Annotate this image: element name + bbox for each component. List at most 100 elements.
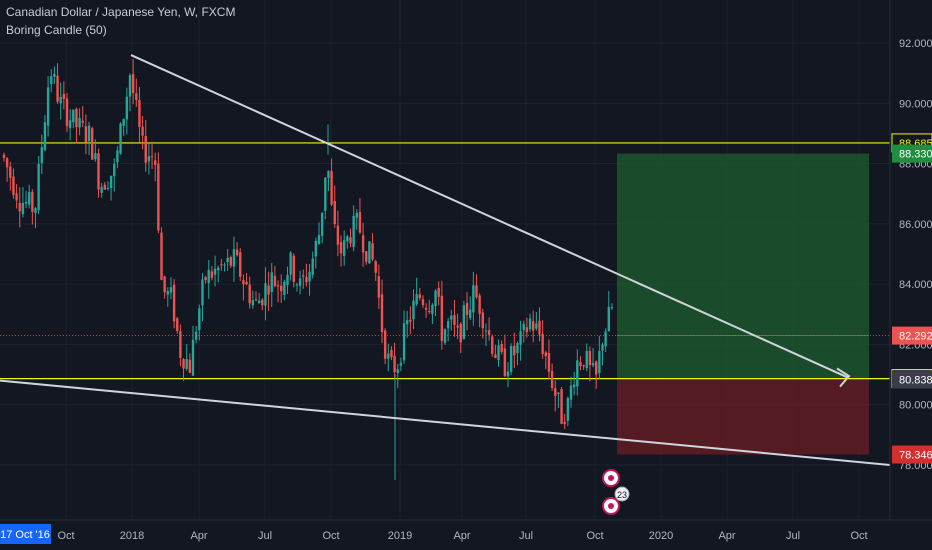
candle-body xyxy=(390,349,393,358)
time-tick-label: 2018 xyxy=(120,530,144,542)
time-tick-label: Apr xyxy=(718,530,735,542)
candle-body xyxy=(37,163,40,211)
candle-body xyxy=(75,108,78,128)
candle-body xyxy=(87,125,91,142)
candle-body xyxy=(113,163,116,177)
candle-body xyxy=(182,359,185,369)
candle-body xyxy=(475,285,478,298)
candle-body xyxy=(601,344,604,351)
lower-trendline xyxy=(0,379,891,466)
candle-body xyxy=(500,344,503,352)
candle-body xyxy=(487,330,491,335)
candle-body xyxy=(541,333,544,354)
candle-body xyxy=(43,122,47,150)
candle-body xyxy=(65,98,69,127)
candle-body xyxy=(242,280,245,285)
time-tick-label: Jul xyxy=(786,530,800,542)
candle-body xyxy=(406,320,409,325)
candle-body xyxy=(371,243,374,260)
candle-body xyxy=(314,240,318,257)
candle-body xyxy=(377,276,381,298)
price-label-box xyxy=(892,326,932,345)
candle-body xyxy=(138,100,141,127)
candle-body xyxy=(53,73,56,77)
candle-body xyxy=(336,225,340,245)
candle-body xyxy=(311,258,314,275)
candle-body xyxy=(566,398,570,421)
chart-legend: Canadian Dollar / Japanese Yen, W, FXCM … xyxy=(6,3,235,39)
candle-body xyxy=(604,331,607,347)
candle-body xyxy=(497,345,500,361)
candle-body xyxy=(595,361,598,375)
candle-body xyxy=(513,345,516,356)
symbol-title: Canadian Dollar / Japanese Yen, W, FXCM xyxy=(6,5,236,19)
candle-body xyxy=(569,385,573,400)
time-tick-label: Oct xyxy=(322,530,339,542)
upper-trendline xyxy=(130,54,849,379)
candle-body xyxy=(91,128,94,160)
candle-body xyxy=(383,330,387,359)
price-label-box xyxy=(892,144,932,163)
candle-body xyxy=(84,126,88,143)
candle-body xyxy=(352,215,355,248)
candle-body xyxy=(116,150,119,163)
candle-body xyxy=(9,166,12,178)
price-label-text: 88.330 xyxy=(899,149,932,161)
candles xyxy=(2,59,614,481)
candle-body xyxy=(131,74,135,93)
candle-body xyxy=(50,76,53,85)
candle-body xyxy=(572,384,576,388)
candle-body xyxy=(226,257,229,263)
candle-body xyxy=(100,186,103,193)
candle-body xyxy=(399,362,403,366)
candle-body xyxy=(141,126,144,136)
candle-body xyxy=(94,153,97,160)
event-markers[interactable]: 23 xyxy=(602,469,630,515)
candle-body xyxy=(150,156,154,158)
time-tick-label: Oct xyxy=(850,530,867,542)
price-tick-label: 80.000 xyxy=(899,400,932,412)
candle-body xyxy=(254,299,258,301)
candle-body xyxy=(393,355,396,373)
loss-zone xyxy=(617,378,869,455)
candle-body xyxy=(333,201,336,225)
candle-body xyxy=(24,202,28,204)
candle-body xyxy=(343,240,346,256)
time-tick-label: 2019 xyxy=(388,530,412,542)
candle-body xyxy=(481,312,484,329)
candle-body xyxy=(506,371,510,377)
candle-body xyxy=(462,305,466,339)
candle-body xyxy=(78,117,81,128)
time-tick-label: Jul xyxy=(258,530,272,542)
candle-body xyxy=(34,208,37,213)
candle-body xyxy=(302,275,305,277)
candle-body xyxy=(469,309,472,318)
candle-body xyxy=(198,308,201,331)
candle-body xyxy=(157,163,160,231)
candle-body xyxy=(128,75,132,97)
candle-body xyxy=(450,315,453,320)
candle-body xyxy=(154,160,157,165)
candle-body xyxy=(235,249,239,256)
candle-body xyxy=(330,171,333,205)
candle-body xyxy=(320,212,324,236)
candle-body xyxy=(516,343,519,354)
candle-body xyxy=(204,277,207,281)
trendlines[interactable] xyxy=(0,54,891,466)
candle-body xyxy=(267,285,270,295)
candle-body xyxy=(494,354,497,359)
candle-body xyxy=(525,327,529,332)
candle-body xyxy=(257,300,261,304)
candle-body xyxy=(229,257,232,266)
candle-body xyxy=(220,264,223,266)
candle-body xyxy=(298,278,302,286)
candle-body xyxy=(418,294,421,299)
time-tick-label: Oct xyxy=(57,530,74,542)
price-label-text: 82.292 xyxy=(899,331,932,343)
candle-body xyxy=(528,318,532,330)
event-marker-dot xyxy=(608,475,614,481)
candle-body xyxy=(188,359,192,373)
candle-body xyxy=(557,392,560,395)
